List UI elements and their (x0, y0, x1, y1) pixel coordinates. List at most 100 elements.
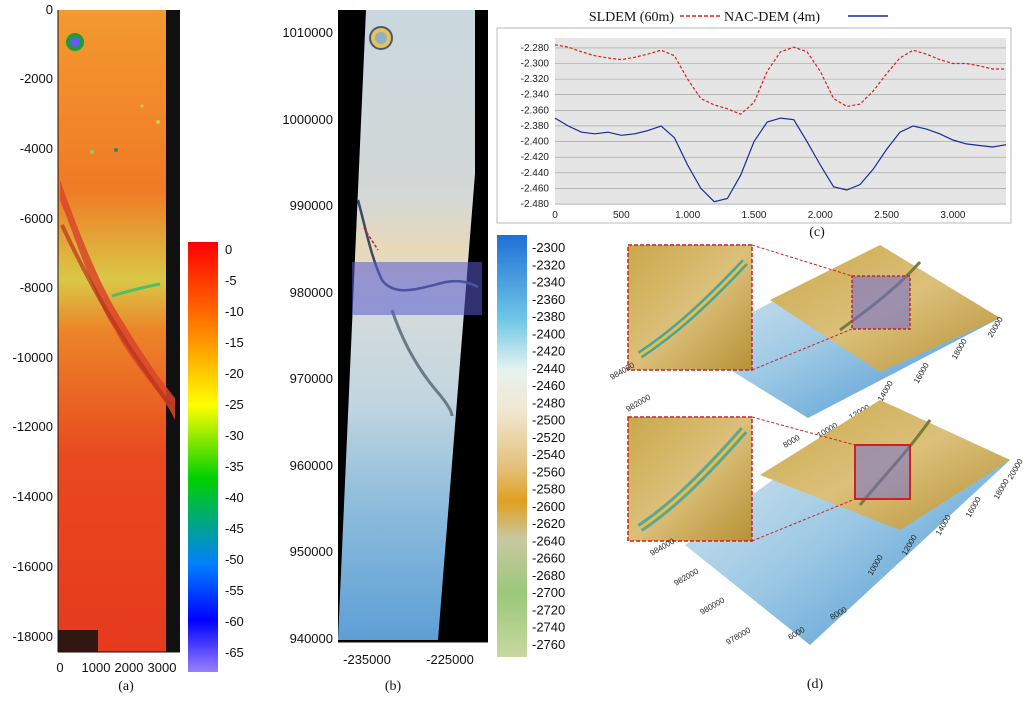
panel-b-colorbar-label: -2300 (532, 240, 565, 255)
caption-b: (b) (385, 679, 402, 694)
panel-b-x-tick: -235000 (343, 652, 391, 667)
panel-b-colorbar-label: -2480 (532, 395, 565, 410)
panel-b-colorbar-label: -2380 (532, 309, 565, 324)
plot-y-tick-label: -2.480 (521, 199, 550, 210)
panel-a-x-tick: 3000 (148, 660, 177, 675)
plot-x-tick-label: 2.500 (874, 210, 899, 221)
panel-d-bottom-highlight-box (854, 444, 911, 500)
plot-x-ticks: 0 500 1.000 1.500 2.000 2.500 3.000 (552, 210, 966, 221)
panel-a-small-crater (140, 104, 144, 108)
panel-a-colorbar-label: -55 (225, 583, 244, 598)
panel-d-bottom-view: 10000 12000 14000 16000 18000 20000 9840… (627, 400, 1024, 647)
plot-y-tick-label: -2.360 (521, 105, 550, 116)
panel-a-y-tick: -18000 (13, 629, 53, 644)
panel-b-colorbar-label: -2420 (532, 344, 565, 359)
panel-b-y-tick: 980000 (290, 285, 333, 300)
panel-d-bottom-axis-label: 980000 (699, 595, 727, 616)
panel-d-top-axis-label: 982000 (625, 392, 653, 413)
panel-a-crater-center (70, 37, 80, 47)
panel-a-y-tick: -6000 (20, 211, 53, 226)
plot-grid (555, 47, 1006, 205)
plot-x-tick-label: 2.000 (808, 210, 833, 221)
panel-b-colorbar-label: -2500 (532, 413, 565, 428)
panel-b-colorbar-label: -2760 (532, 637, 565, 652)
panel-b-colorbar-label: -2540 (532, 447, 565, 462)
panel-a-colorbar-label: -15 (225, 335, 244, 350)
plot-x-tick-label: 3.000 (940, 210, 965, 221)
panel-d-bottom-connector (751, 416, 856, 446)
series-line-sldem (554, 44, 1006, 115)
panel-d-bottom-connector (751, 498, 856, 542)
legend-label-sldem: SLDEM (60m) (589, 10, 675, 25)
plot-x-tick-label: 1.000 (675, 210, 700, 221)
panel-b-colorbar-label: -2680 (532, 568, 565, 583)
panel-b-colorbar (497, 235, 527, 657)
panel-b-y-tick: 1010000 (282, 25, 333, 40)
panel-b-colorbar-label: -2620 (532, 516, 565, 531)
panel-b-image-strip (338, 10, 488, 640)
plot-x-tick-label: 0 (552, 210, 558, 221)
caption-c: (c) (809, 225, 825, 240)
panel-b-colorbar-label: -2460 (532, 378, 565, 393)
panel-b-colorbar-label: -2360 (532, 292, 565, 307)
panel-b-colorbar-label: -2320 (532, 257, 565, 272)
panel-d-bottom-inset-ridge-core (639, 429, 746, 530)
panel-a-y-tick: -16000 (13, 559, 53, 574)
panel-c: SLDEM (60m) NAC-DEM (4m) -2.280 -2.300 -2.… (496, 10, 1012, 240)
panel-a-small-crater (114, 148, 118, 152)
plot-x-tick-label: 500 (613, 210, 630, 221)
panel-a-rille (111, 282, 161, 298)
plot-y-tick-label: -2.300 (521, 59, 550, 70)
panel-b: 1010000 1000000 990000 980000 970000 960… (282, 10, 565, 694)
panel-d-bottom-axis-label: 982000 (673, 566, 701, 587)
panel-b-y-tick: 970000 (290, 371, 333, 386)
panel-a-y-tick: -4000 (20, 141, 53, 156)
panel-a-x-tick: 0 (56, 660, 63, 675)
panel-b-y-tick: 950000 (290, 544, 333, 559)
panel-b-colorbar-label: -2600 (532, 499, 565, 514)
panel-b-colorbar-label: -2560 (532, 464, 565, 479)
panel-a-colorbar-label: -40 (225, 490, 244, 505)
panel-b-colorbar-label: -2340 (532, 275, 565, 290)
panel-b-colorbar-label: -2580 (532, 482, 565, 497)
panel-a-small-crater (90, 150, 94, 154)
panel-a-y-tick: 0 (46, 2, 53, 17)
panel-a-colorbar-label: -5 (225, 273, 237, 288)
panel-b-selection-box (352, 262, 482, 315)
plot-y-tick-label: -2.380 (521, 121, 550, 132)
plot-x-tick-label: 1.500 (741, 210, 766, 221)
panel-d-top-axis-label: 14000 (876, 379, 895, 403)
plot-y-tick-label: -2.280 (521, 43, 550, 54)
panel-b-colorbar-label: -2520 (532, 430, 565, 445)
panel-a-colorbar-label: -10 (225, 304, 244, 319)
plot-y-ticks: -2.280 -2.300 -2.320 -2.340 -2.360 -2.380 -2.4… (521, 43, 550, 210)
panel-d-top-axis-label: 16000 (912, 361, 931, 385)
panel-b-colorbar-label: -2640 (532, 533, 565, 548)
panel-b-colorbar-label: -2740 (532, 620, 565, 635)
panel-a-colorbar-label: -45 (225, 521, 244, 536)
legend-label-nacdem: NAC-DEM (4m) (724, 10, 820, 25)
panel-d-top-highlight-box (851, 275, 911, 330)
panel-b-colorbar-label: -2400 (532, 326, 565, 341)
panel-b-colorbar-label: -2720 (532, 602, 565, 617)
plot-y-tick-label: -2.460 (521, 183, 550, 194)
plot-series (554, 44, 1007, 203)
panel-d-top-inset-ridge-core (639, 260, 747, 357)
plot-y-tick-label: -2.400 (521, 137, 550, 148)
panel-a-valley (60, 180, 175, 420)
panel-d-top-connector (751, 244, 853, 277)
panel-a-colorbar-label: -65 (225, 645, 244, 660)
panel-d-bottom-axis-label: 18000 (992, 477, 1011, 501)
panel-b-colorbar-label: -2700 (532, 585, 565, 600)
panel-b-colorbar-label: -2660 (532, 551, 565, 566)
panel-b-y-tick: 1000000 (282, 112, 333, 127)
panel-a-y-tick: -12000 (13, 419, 53, 434)
series-line-nacdem (554, 117, 1007, 203)
panel-b-colorbar-label: -2440 (532, 361, 565, 376)
panel-b-colorbar-labels: -2300 -2320 -2340 -2360 -2380 -2400 -2420 -2440… (532, 240, 565, 652)
panel-b-crater-center (375, 32, 387, 44)
plot-area (555, 38, 1006, 205)
panel-b-y-tick: 990000 (290, 198, 333, 213)
panel-d-top-axis-label: 8000 (782, 433, 802, 450)
